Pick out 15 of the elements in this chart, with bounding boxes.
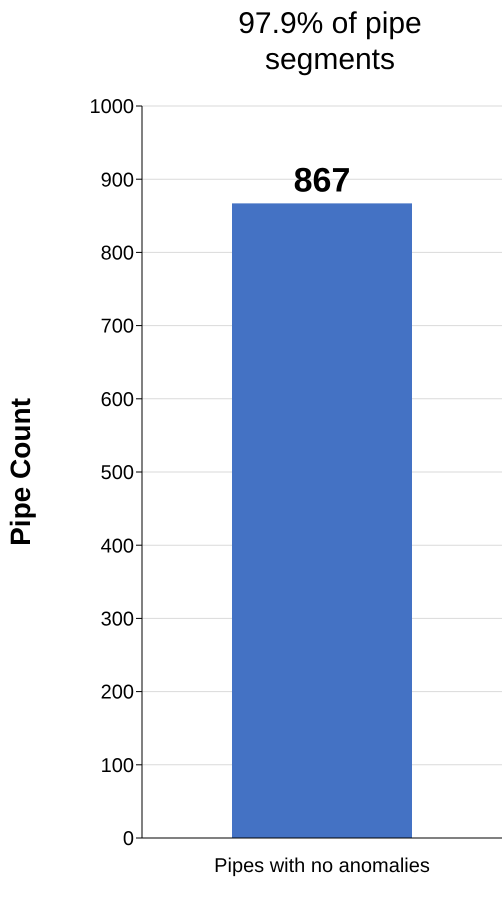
y-tick-label: 500 xyxy=(100,462,134,484)
x-tick-label: Pipes with no anomalies xyxy=(214,855,430,878)
y-tick-label: 700 xyxy=(100,316,134,338)
y-tick-label: 800 xyxy=(100,242,134,264)
y-tick-label: 600 xyxy=(100,388,134,411)
y-axis-title: Pipe Count xyxy=(4,398,36,546)
y-tick-label: 0 xyxy=(122,828,134,850)
y-tick-label: 400 xyxy=(100,535,134,558)
y-tick-label: 200 xyxy=(100,682,134,704)
data-label: 867 xyxy=(294,161,350,200)
y-tick-label: 1000 xyxy=(90,96,134,118)
y-tick-label: 300 xyxy=(100,608,134,630)
y-tick-label: 100 xyxy=(100,754,134,777)
y-tick-label: 900 xyxy=(100,169,134,192)
chart-title: 97.9% of pipe segments xyxy=(237,6,423,78)
